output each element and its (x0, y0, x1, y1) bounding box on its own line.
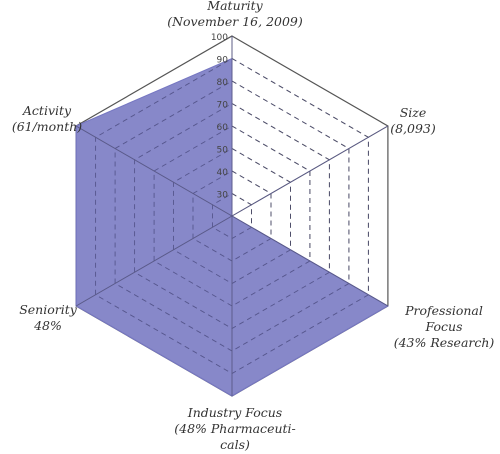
axis-label-size-line-2: (8,093) (390, 121, 436, 136)
axis-label-industry-line-2: (48% Pharmaceuti- (174, 421, 296, 436)
axis-label-professional-line-3: (43% Research) (393, 335, 495, 350)
axis-label-professional-line-2: Focus (425, 319, 463, 334)
tick-label-60: 60 (217, 123, 229, 133)
tick-label-70: 70 (217, 101, 229, 111)
axis-label-professional: Professional Focus (43% Research) (388, 303, 500, 351)
axis-label-activity-line-2: (61/month) (11, 119, 83, 134)
tick-label-80: 80 (217, 78, 229, 88)
axis-label-industry: Industry Focus (48% Pharmaceuti- cals) (165, 405, 305, 453)
axis-label-seniority-line-1: Seniority (19, 302, 77, 317)
axis-label-maturity-line-1: Maturity (207, 0, 263, 13)
tick-label-30: 30 (217, 191, 229, 201)
axis-spoke-overlay-activity (75, 125, 233, 217)
axis-label-industry-line-3: cals) (220, 437, 250, 452)
axis-label-size: Size (8,093) (378, 105, 448, 137)
axis-label-maturity: Maturity (November 16, 2009) (155, 0, 315, 30)
axis-spoke-overlay-professional (231, 215, 389, 307)
axis-spoke-overlay-seniority (75, 215, 233, 307)
axis-label-professional-line-1: Professional (405, 303, 483, 318)
tick-label-90: 90 (217, 56, 229, 66)
axis-label-activity: Activity (61/month) (2, 103, 92, 135)
tick-label-40: 40 (217, 168, 229, 178)
tick-label-50: 50 (217, 146, 229, 156)
axis-label-industry-line-1: Industry Focus (187, 405, 283, 420)
axis-spoke-overlay-size (231, 125, 389, 217)
tick-label-100: 100 (211, 33, 228, 43)
axis-label-seniority-line-2: 48% (34, 318, 62, 333)
axis-label-maturity-line-2: (November 16, 2009) (167, 14, 303, 29)
axis-label-activity-line-1: Activity (22, 103, 72, 118)
axis-label-seniority: Seniority 48% (8, 302, 88, 334)
axis-label-size-line-1: Size (399, 105, 427, 120)
